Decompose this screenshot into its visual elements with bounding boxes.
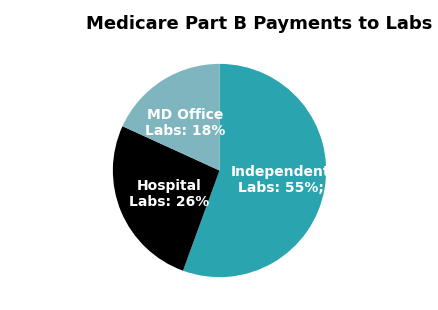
Text: Hospital
Labs: 26%: Hospital Labs: 26% bbox=[129, 179, 209, 209]
Wedge shape bbox=[113, 126, 219, 271]
Text: Medicare Part B Payments to Labs by Lab Type: Medicare Part B Payments to Labs by Lab … bbox=[86, 15, 438, 33]
Text: Independent
Labs: 55%;: Independent Labs: 55%; bbox=[230, 165, 329, 195]
Wedge shape bbox=[183, 64, 325, 277]
Text: MD Office
Labs: 18%: MD Office Labs: 18% bbox=[145, 108, 225, 138]
Wedge shape bbox=[122, 64, 219, 171]
